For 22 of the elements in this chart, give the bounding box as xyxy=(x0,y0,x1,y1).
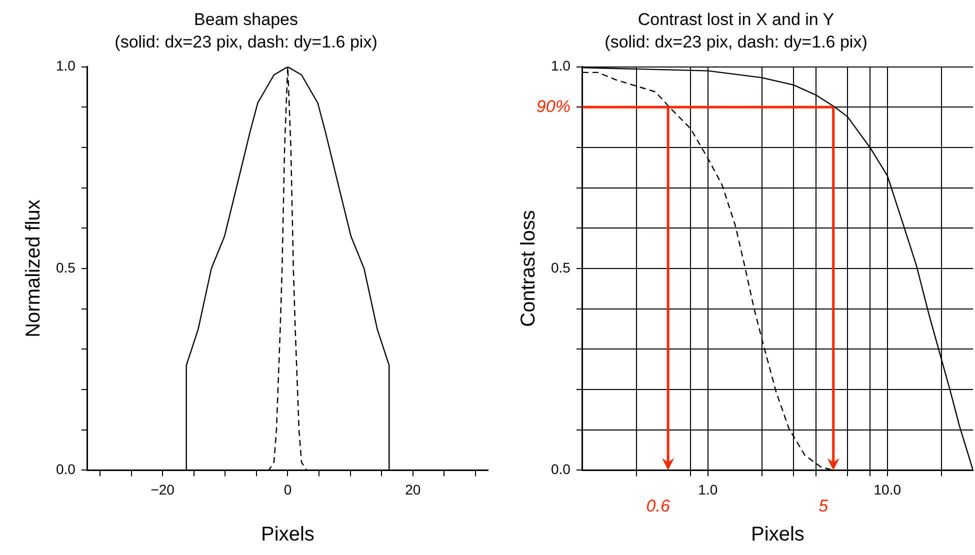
chart-title: Contrast lost in X and in Y xyxy=(638,10,834,29)
x-axis-title: Pixels xyxy=(751,524,804,546)
chart-title: Beam shapes xyxy=(194,10,298,29)
x-tick-label: 0 xyxy=(284,481,292,498)
y-tick-label: 0.5 xyxy=(550,259,571,276)
x-axis-title: Pixels xyxy=(261,524,314,546)
x-tick-label: 10.0 xyxy=(874,481,902,498)
x-tick-label: −20 xyxy=(150,481,175,498)
y-tick-label: 0.0 xyxy=(550,461,571,478)
ref-line-label: 5 xyxy=(818,496,829,516)
ref-line-label: 90% xyxy=(536,96,570,116)
y-tick-label: 0.0 xyxy=(56,461,76,478)
y-tick-label: 1.0 xyxy=(550,58,571,74)
y-tick-label: 1.0 xyxy=(56,58,76,74)
x-tick-label: 1.0 xyxy=(698,481,718,498)
chart-subtitle: (solid: dx=23 pix, dash: dy=1.6 pix) xyxy=(114,32,378,52)
chart-subtitle: (solid: dx=23 pix, dash: dy=1.6 pix) xyxy=(604,32,868,52)
ref-line-label: 0.6 xyxy=(646,496,670,516)
x-tick-label: 20 xyxy=(405,481,421,498)
y-axis-title: Contrast loss xyxy=(518,210,540,327)
y-tick-label: 0.5 xyxy=(56,259,76,276)
y-axis-title: Normalized flux xyxy=(22,200,45,338)
